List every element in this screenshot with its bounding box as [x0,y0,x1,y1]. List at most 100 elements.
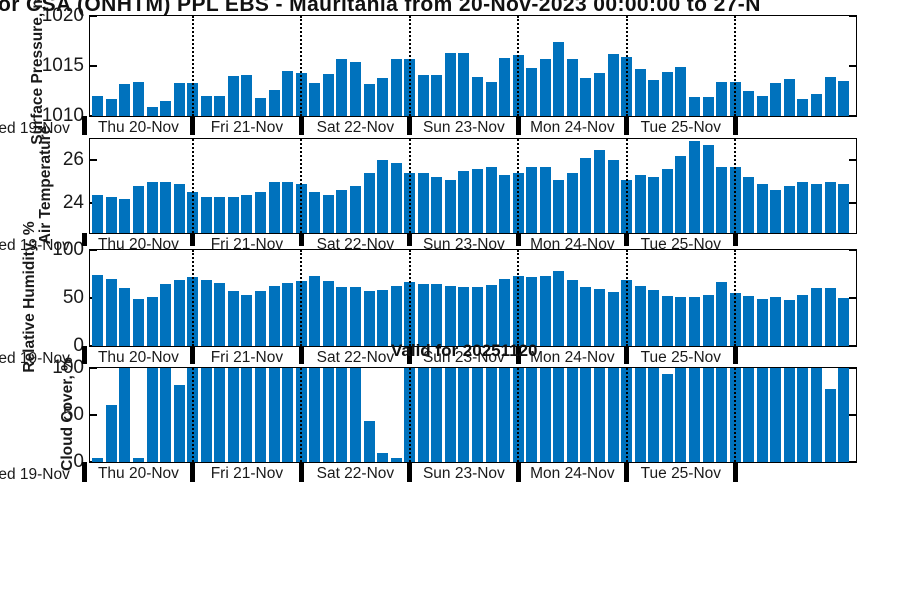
bar [824,181,836,233]
bar [810,288,822,346]
bar [458,368,470,462]
bar [377,290,389,346]
bar [485,82,497,116]
day-gridline [734,368,737,462]
bar [675,67,687,116]
bar [444,285,456,346]
bar [607,160,619,233]
bar [119,368,131,462]
bar [634,368,646,462]
x-tick [624,462,630,482]
bar [716,281,728,346]
bar [377,160,389,233]
day-gridline [300,250,303,346]
x-tick [732,462,738,482]
bar [241,368,253,462]
bar [336,368,348,462]
bar [431,283,443,346]
x-tick [624,346,630,364]
bar [634,286,646,346]
bar [526,166,538,233]
origin-label: Wed 19-Nov [0,466,70,483]
bar [783,79,795,116]
bar [309,192,321,233]
day-gridline [734,250,737,346]
bar [92,274,104,346]
ytick-mark-right [849,159,856,162]
bar [255,192,267,233]
x-tick [81,346,87,364]
bar [227,368,239,462]
bar [268,181,280,233]
ytick-label: 1010 [41,105,84,126]
x-tick [515,233,521,246]
x-tick [515,116,521,135]
bar [702,295,714,346]
bar [241,75,253,116]
day-gridline [191,250,194,346]
ytick-label: 100 [52,357,84,378]
day-gridline [408,368,411,462]
bar [417,173,429,233]
origin-label: Wed 19-Nov [0,350,70,367]
bar [105,99,117,116]
origin-label: Wed 19-Nov [0,237,70,254]
bar [526,368,538,462]
x-tick [190,116,196,135]
day-label: Sun 23-Nov [422,349,505,366]
bar [594,149,606,233]
day-gridline [734,139,737,233]
origin-label: Wed 19-Nov [0,120,70,137]
bar [743,368,755,462]
bar [675,297,687,346]
x-tick [298,233,304,246]
bar [702,97,714,116]
bar [282,181,294,233]
bar [268,368,280,462]
bar [661,168,673,233]
bar [743,177,755,233]
x-tick [407,116,413,135]
ytick-mark-left [90,414,97,416]
day-label: Mon 24-Nov [530,465,615,482]
day-gridline [408,250,411,346]
ytick-label: 26 [62,149,84,171]
bar [255,98,267,116]
bar [566,368,578,462]
bar [756,96,768,116]
x-tick [732,116,738,135]
bar [200,96,212,116]
x-tick [298,346,304,364]
bar [390,286,402,346]
ytick-label: 50 [62,404,84,425]
ytick-mark-right [849,367,856,369]
bar [227,76,239,116]
day-gridline [517,250,520,346]
day-label: Fri 21-Nov [210,465,284,482]
bar [688,97,700,116]
bar [838,183,850,233]
day-label: Thu 20-Nov [97,465,179,482]
bar [702,145,714,233]
bar [580,78,592,116]
bar [227,291,239,346]
bar [485,166,497,233]
bar [824,77,836,116]
ytick-mark-right [849,345,856,347]
x-tick [515,462,521,482]
bar [743,91,755,116]
bar [363,420,375,462]
ytick-label: 0 [73,451,84,472]
bar [499,368,511,462]
bar [322,194,334,233]
day-label: Tue 25-Nov [640,349,722,366]
bar [200,196,212,233]
bar [92,458,104,462]
bar [119,288,131,346]
ytick-mark-left [90,159,97,162]
x-tick [81,462,87,482]
x-tick [190,233,196,246]
bar [255,368,267,462]
day-label: Mon 24-Nov [530,119,615,136]
bar [336,59,348,116]
